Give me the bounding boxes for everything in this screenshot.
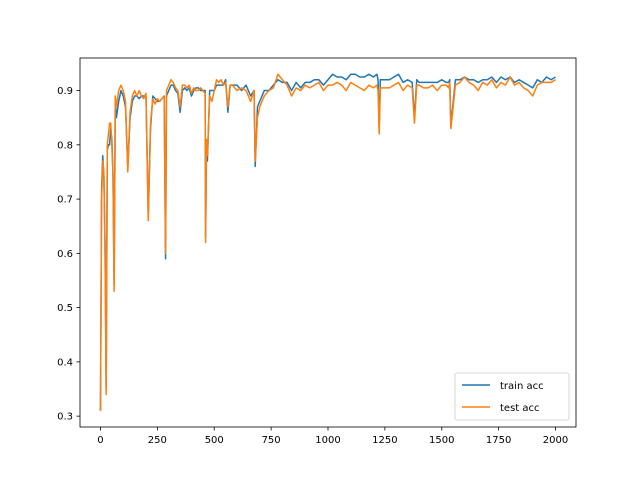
x-tick-label: 0 (97, 435, 103, 446)
x-tick-label: 1250 (372, 435, 397, 446)
x-tick-label: 2000 (543, 435, 568, 446)
y-tick-label: 0.3 (57, 412, 73, 423)
y-tick-label: 0.9 (57, 86, 73, 97)
x-tick-label: 1500 (429, 435, 454, 446)
x-tick-label: 500 (205, 435, 224, 446)
legend-label-train: train acc (500, 381, 544, 392)
legend-label-test: test acc (500, 403, 540, 414)
y-tick-label: 0.8 (57, 140, 73, 151)
x-axis: 0 250 500 750 1000 1250 1500 1750 2000 (97, 427, 568, 446)
x-tick-label: 250 (148, 435, 167, 446)
y-tick-label: 0.7 (57, 195, 73, 206)
x-tick-label: 1000 (315, 435, 340, 446)
y-axis: 0.3 0.4 0.5 0.6 0.7 0.8 0.9 (57, 86, 80, 423)
series-layer (99, 73, 556, 411)
x-tick-label: 1750 (486, 435, 511, 446)
legend: train acc test acc (454, 372, 570, 421)
y-tick-label: 0.5 (57, 303, 73, 314)
series-line-1 (99, 73, 556, 411)
x-tick-label: 750 (262, 435, 281, 446)
y-tick-label: 0.4 (57, 357, 73, 368)
y-tick-label: 0.6 (57, 249, 73, 260)
